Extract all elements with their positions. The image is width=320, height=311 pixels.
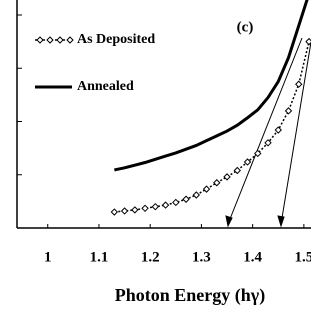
- point-marker: [243, 158, 252, 166]
- point-marker: [284, 107, 293, 115]
- point-marker: [192, 191, 201, 199]
- x-tick-label: 1.2: [141, 249, 160, 265]
- x-tick-label: 1: [44, 249, 52, 265]
- x-axis-label: Photon Energy (hγ): [115, 285, 265, 306]
- point-marker: [151, 202, 160, 211]
- point-marker: [110, 208, 119, 216]
- point-marker: [141, 204, 149, 213]
- point-marker: [161, 201, 170, 209]
- point-marker: [305, 37, 311, 46]
- point-marker: [223, 173, 231, 181]
- series-line: [114, 41, 310, 213]
- legend-label: As Deposited: [77, 32, 155, 47]
- legend-marker: [36, 36, 44, 44]
- point-marker: [213, 179, 221, 187]
- chart: (c) Photon Energy (hγ) 1 1.1 1.2 1.3 1.4 1.5 A…: [16, 0, 311, 306]
- x-tick-label: 1.4: [243, 249, 262, 265]
- point-marker: [120, 207, 129, 215]
- point-marker: [172, 198, 180, 207]
- point-marker: [254, 149, 262, 158]
- plot-area: [110, 0, 311, 216]
- point-marker: [233, 166, 241, 175]
- legend-marker: [46, 36, 54, 44]
- point-marker: [182, 195, 190, 203]
- point-marker: [295, 80, 303, 88]
- tangent-arrows: [225, 37, 311, 228]
- x-tick-label: 1.3: [192, 249, 211, 265]
- legend-marker: [66, 36, 74, 44]
- legend-label: Annealed: [77, 79, 134, 94]
- annotation: (c): [237, 19, 254, 35]
- x-tick-label: 1.5: [295, 249, 311, 265]
- point-marker: [131, 206, 139, 214]
- point-marker: [274, 126, 282, 134]
- x-tick-label: 1.1: [90, 249, 109, 265]
- series-line: [114, 0, 309, 172]
- point-marker: [202, 185, 211, 193]
- legend-marker: [56, 36, 64, 44]
- point-marker: [264, 139, 272, 147]
